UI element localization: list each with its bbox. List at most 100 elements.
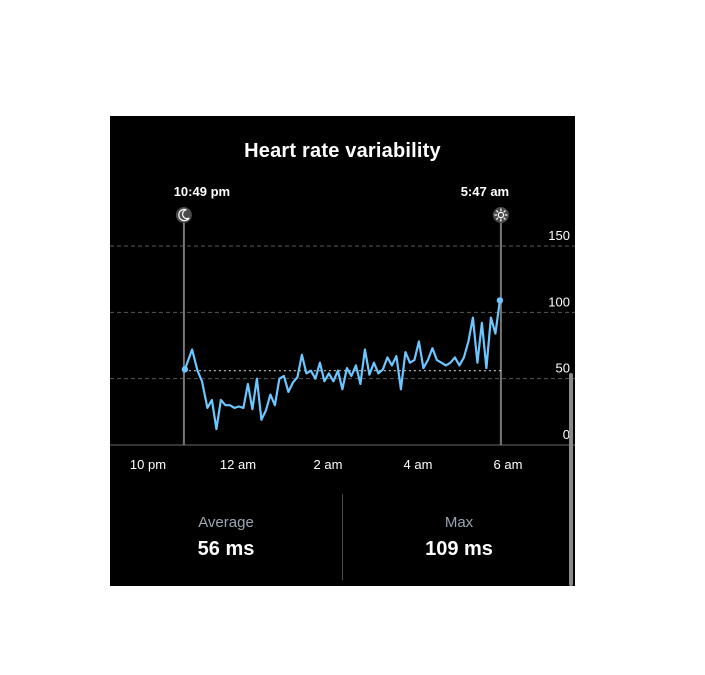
hrv-series-line [183, 300, 501, 431]
hrv-point [449, 362, 451, 364]
hrv-point [247, 383, 249, 385]
sleep-start-label: 10:49 pm [174, 184, 230, 199]
sun-icon [492, 207, 509, 223]
hrv-point [472, 317, 474, 319]
stats-panel: Average 56 ms Max 109 ms [110, 494, 575, 586]
hrv-point [328, 372, 330, 374]
hrv-endpoint [496, 297, 504, 304]
hrv-point [386, 356, 388, 358]
hrv-point [440, 362, 442, 364]
hrv-point [296, 376, 298, 378]
hrv-point [373, 362, 375, 364]
hrv-point [413, 359, 415, 361]
hrv-point [391, 364, 393, 366]
hrv-point [287, 391, 289, 393]
hrv-point [215, 428, 217, 430]
hrv-point [260, 419, 262, 421]
hrv-point [436, 359, 438, 361]
x-tick-label: 6 am [494, 457, 523, 472]
hrv-point [427, 359, 429, 361]
hrv-point [485, 367, 487, 369]
hrv-point [323, 380, 325, 382]
hrv-point [458, 364, 460, 366]
hrv-point [418, 340, 420, 342]
hrv-point [476, 362, 478, 364]
hrv-point [256, 378, 258, 380]
x-tick-label: 12 am [220, 457, 256, 472]
hrv-point [220, 399, 222, 401]
hrv-point [368, 374, 370, 376]
hrv-point [238, 405, 240, 407]
hrv-point [196, 370, 198, 372]
hrv-point [350, 375, 352, 377]
hrv-point [224, 404, 226, 406]
hrv-card: Heart rate variability 10:49 pm 5:47 am [110, 116, 575, 586]
hrv-point [301, 354, 303, 356]
hrv-point [481, 322, 483, 324]
hrv-point [283, 375, 285, 377]
hrv-chart: 10:49 pm 5:47 am [110, 184, 575, 472]
hrv-point [305, 372, 307, 374]
y-axis-labels: 150 100 50 0 [548, 228, 570, 442]
hrv-point [463, 356, 465, 358]
hrv-point [454, 356, 456, 358]
hrv-point [314, 378, 316, 380]
hrv-point [201, 380, 203, 382]
chart-title: Heart rate variability [244, 140, 441, 162]
hrv-point [265, 409, 267, 411]
y-tick-label: 50 [556, 361, 570, 376]
hrv-point [377, 372, 379, 374]
hrv-point [332, 380, 334, 382]
hrv-point [395, 355, 397, 357]
hrv-point [467, 340, 469, 342]
hrv-point [422, 367, 424, 369]
max-value: 109 ms [425, 538, 493, 560]
hrv-point [404, 351, 406, 353]
hrv-point [490, 317, 492, 319]
hrv-point [400, 388, 402, 390]
scrollbar[interactable] [569, 373, 573, 586]
hrv-endpoint [181, 366, 189, 373]
x-tick-label: 2 am [314, 457, 343, 472]
x-tick-label: 4 am [404, 457, 433, 472]
hrv-point [206, 407, 208, 409]
hrv-point [431, 347, 433, 349]
moon-icon [175, 207, 192, 223]
hrv-point [337, 370, 339, 372]
y-tick-label: 100 [548, 294, 570, 309]
hrv-point [355, 364, 357, 366]
average-label: Average [198, 514, 254, 531]
average-stat: Average 56 ms [110, 494, 342, 586]
hrv-point [346, 367, 348, 369]
hrv-point [292, 382, 294, 384]
hrv-point [310, 370, 312, 372]
stats-divider [342, 494, 343, 580]
hrv-point [445, 364, 447, 366]
hrv-point [242, 407, 244, 409]
hrv-point [359, 383, 361, 385]
y-tick-label: 150 [548, 228, 570, 243]
hrv-point [274, 404, 276, 406]
hrv-point [409, 362, 411, 364]
x-tick-label: 10 pm [130, 457, 166, 472]
hrv-point [382, 368, 384, 370]
average-value: 56 ms [197, 538, 255, 560]
hrv-point [269, 393, 271, 395]
hrv-point [191, 348, 193, 350]
sleep-markers: 10:49 pm 5:47 am [174, 184, 509, 445]
hrv-point [341, 388, 343, 390]
hrv-point [251, 408, 253, 410]
x-axis-labels: 10 pm 12 am 2 am 4 am 6 am [130, 457, 523, 472]
max-label: Max [444, 514, 474, 531]
hrv-point [229, 404, 231, 406]
hrv-point [233, 407, 235, 409]
y-tick-label: 0 [563, 427, 570, 442]
grid-layer [110, 245, 575, 446]
sleep-end-label: 5:47 am [461, 184, 509, 199]
hrv-point [494, 332, 496, 334]
max-stat: Max 109 ms [343, 494, 575, 586]
hrv-point [278, 378, 280, 380]
hrv-point [319, 362, 321, 364]
hrv-points [181, 297, 504, 430]
hrv-point [364, 348, 366, 350]
